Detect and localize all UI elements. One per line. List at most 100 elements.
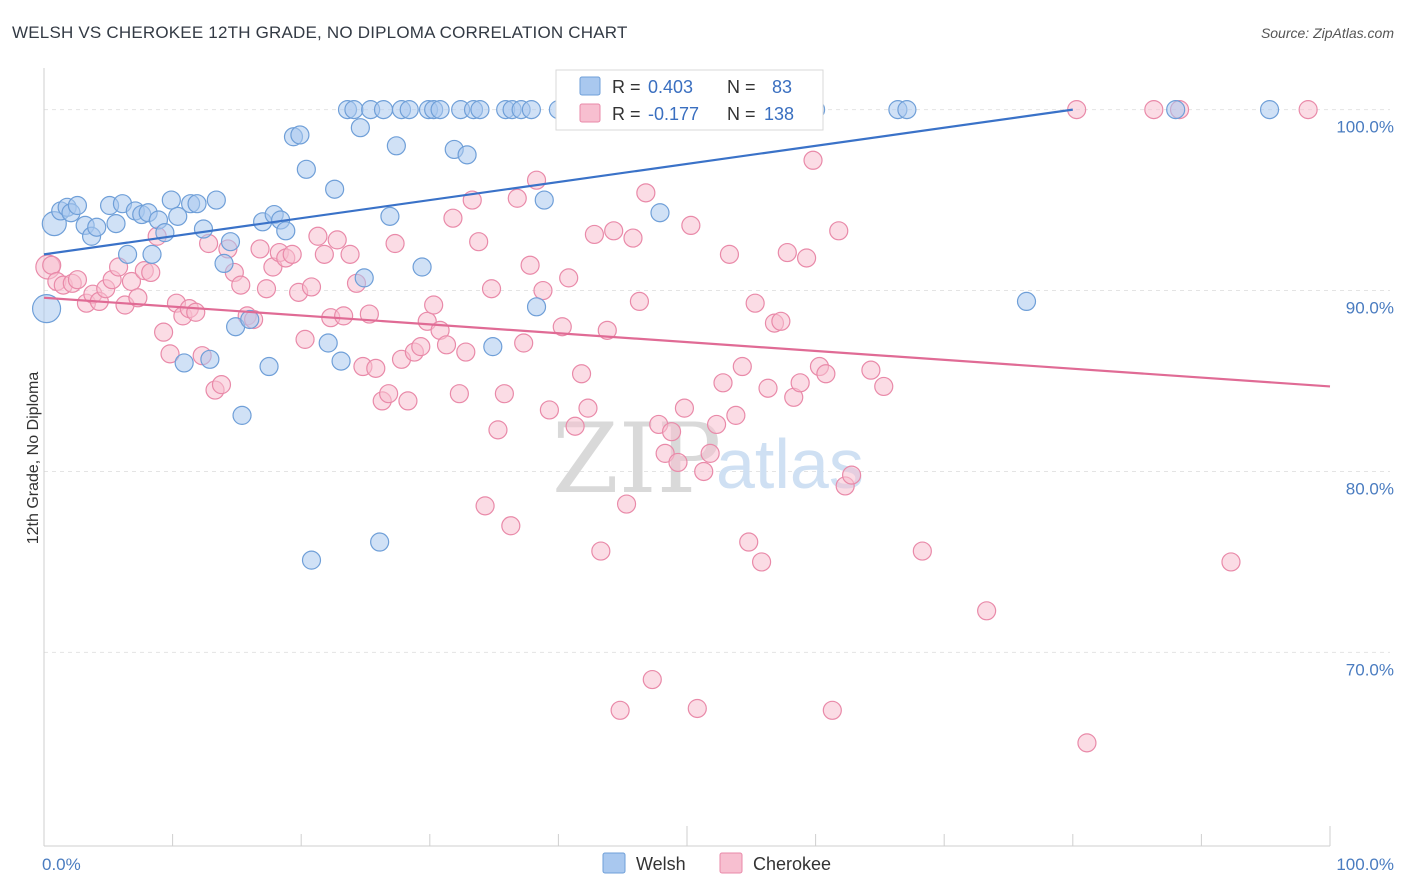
- cherokee-point-83: [578, 398, 598, 418]
- cherokee-point-103: [706, 414, 727, 435]
- cherokee-point-124: [842, 465, 862, 485]
- bottom-legend-welsh: Welsh: [636, 854, 686, 874]
- welsh-point-30: [232, 405, 252, 425]
- cherokee-point-54: [385, 233, 405, 254]
- cherokee-point-58: [411, 337, 431, 357]
- cherokee-point-30: [231, 275, 251, 295]
- cherokee-point-106: [726, 405, 746, 425]
- cherokee-point-92: [636, 183, 656, 203]
- chart-title: WELSH VS CHEROKEE 12TH GRADE, NO DIPLOMA…: [12, 23, 628, 42]
- y-tick-label-3: 70.0%: [1346, 660, 1394, 679]
- cherokee-point-42: [308, 226, 328, 246]
- welsh-point-27: [214, 253, 234, 274]
- legend-welsh-r-value: 0.403: [648, 77, 693, 97]
- legend-cherokee-r-label: R =: [612, 104, 641, 124]
- bottom-legend-cherokee: Cherokee: [753, 854, 831, 874]
- welsh-point-21: [174, 353, 194, 373]
- welsh-point-69: [526, 297, 547, 317]
- cherokee-point-63: [443, 208, 463, 228]
- welsh-point-31: [240, 309, 260, 330]
- x-tick-label-1: 100.0%: [1336, 855, 1394, 874]
- welsh-point-58: [430, 100, 450, 120]
- welsh-point-54: [399, 100, 419, 120]
- cherokee-point-74: [514, 333, 534, 353]
- welsh-point-61: [457, 145, 477, 165]
- welsh-point-8: [87, 217, 107, 237]
- cherokee-point-110: [751, 552, 772, 572]
- cherokee-point-118: [803, 150, 823, 170]
- welsh-point-40: [301, 550, 322, 570]
- cherokee-point-90: [623, 228, 643, 248]
- cherokee-point-19: [160, 344, 180, 364]
- cherokee-point-105: [719, 244, 740, 264]
- welsh-point-68: [521, 100, 541, 120]
- cherokee-point-117: [796, 248, 817, 268]
- y-tick-label-0: 100.0%: [1336, 118, 1394, 137]
- cherokee-point-43: [314, 244, 334, 264]
- cherokee-point-60: [424, 295, 444, 315]
- y-tick-label-1: 90.0%: [1346, 299, 1394, 318]
- cherokee-point-27: [211, 375, 232, 395]
- cherokee-point-68: [475, 496, 495, 516]
- cherokee-point-131: [1144, 100, 1164, 120]
- cherokee-point-79: [552, 317, 572, 337]
- cherokee-point-5: [67, 270, 88, 290]
- cherokee-point-114: [777, 242, 797, 263]
- welsh-point-43: [331, 351, 351, 371]
- cherokee-point-38: [282, 244, 302, 264]
- cherokee-point-41: [301, 277, 322, 297]
- cherokee-point-127: [912, 541, 932, 561]
- cherokee-point-134: [1298, 100, 1318, 120]
- scatter-points: [31, 100, 1318, 753]
- welsh-point-64: [483, 337, 503, 357]
- welsh-point-28: [220, 232, 241, 252]
- cherokee-point-128: [977, 601, 997, 621]
- cherokee-point-99: [681, 215, 701, 236]
- welsh-point-74: [650, 203, 670, 223]
- welsh-point-55: [412, 257, 432, 277]
- legend-cherokee-n-value: 138: [764, 104, 794, 124]
- cherokee-point-46: [334, 306, 354, 326]
- welsh-point-26: [206, 190, 226, 210]
- cherokee-point-50: [359, 304, 379, 324]
- welsh-point-0: [31, 294, 62, 324]
- welsh-point-45: [344, 100, 364, 120]
- cherokee-point-113: [771, 311, 791, 331]
- cherokee-point-104: [713, 373, 733, 393]
- y-tick-label-2: 80.0%: [1346, 479, 1394, 498]
- welsh-point-10: [106, 214, 126, 234]
- cherokee-point-40: [295, 329, 315, 349]
- cherokee-point-116: [790, 373, 810, 393]
- cherokee-point-109: [745, 293, 765, 313]
- legend-cherokee-r-value: -0.177: [648, 104, 699, 124]
- cherokee-point-56: [398, 391, 418, 411]
- cherokee-point-47: [340, 244, 360, 264]
- welsh-point-39: [296, 159, 316, 179]
- welsh-point-82: [1259, 100, 1280, 120]
- cherokee-point-70: [488, 420, 508, 440]
- cherokee-point-78: [539, 400, 559, 420]
- legend-swatch-cherokee: [579, 103, 601, 123]
- welsh-point-16: [142, 244, 162, 264]
- cherokee-point-100: [687, 698, 707, 719]
- bottom-legend: Welsh Cherokee: [602, 852, 831, 874]
- legend-welsh-n-label: N =: [727, 77, 756, 97]
- welsh-point-41: [318, 333, 338, 353]
- trend-lines: [43, 108, 1331, 388]
- cherokee-point-33: [250, 239, 270, 259]
- cherokee-point-81: [565, 416, 585, 436]
- cherokee-point-85: [591, 541, 611, 561]
- cherokee-point-72: [501, 516, 521, 536]
- cherokee-point-108: [739, 532, 759, 552]
- cherokee-point-126: [874, 376, 894, 397]
- cherokee-trend-line: [43, 296, 1331, 388]
- cherokee-point-88: [610, 700, 630, 720]
- welsh-point-46: [350, 118, 370, 138]
- axis-ticks: 100.0% 90.0% 80.0% 70.0% 0.0% 100.0%: [42, 118, 1394, 874]
- welsh-point-25: [200, 349, 220, 369]
- cherokee-point-18: [153, 322, 174, 342]
- welsh-point-23: [187, 194, 207, 214]
- welsh-point-70: [534, 190, 554, 210]
- cherokee-point-125: [861, 360, 881, 380]
